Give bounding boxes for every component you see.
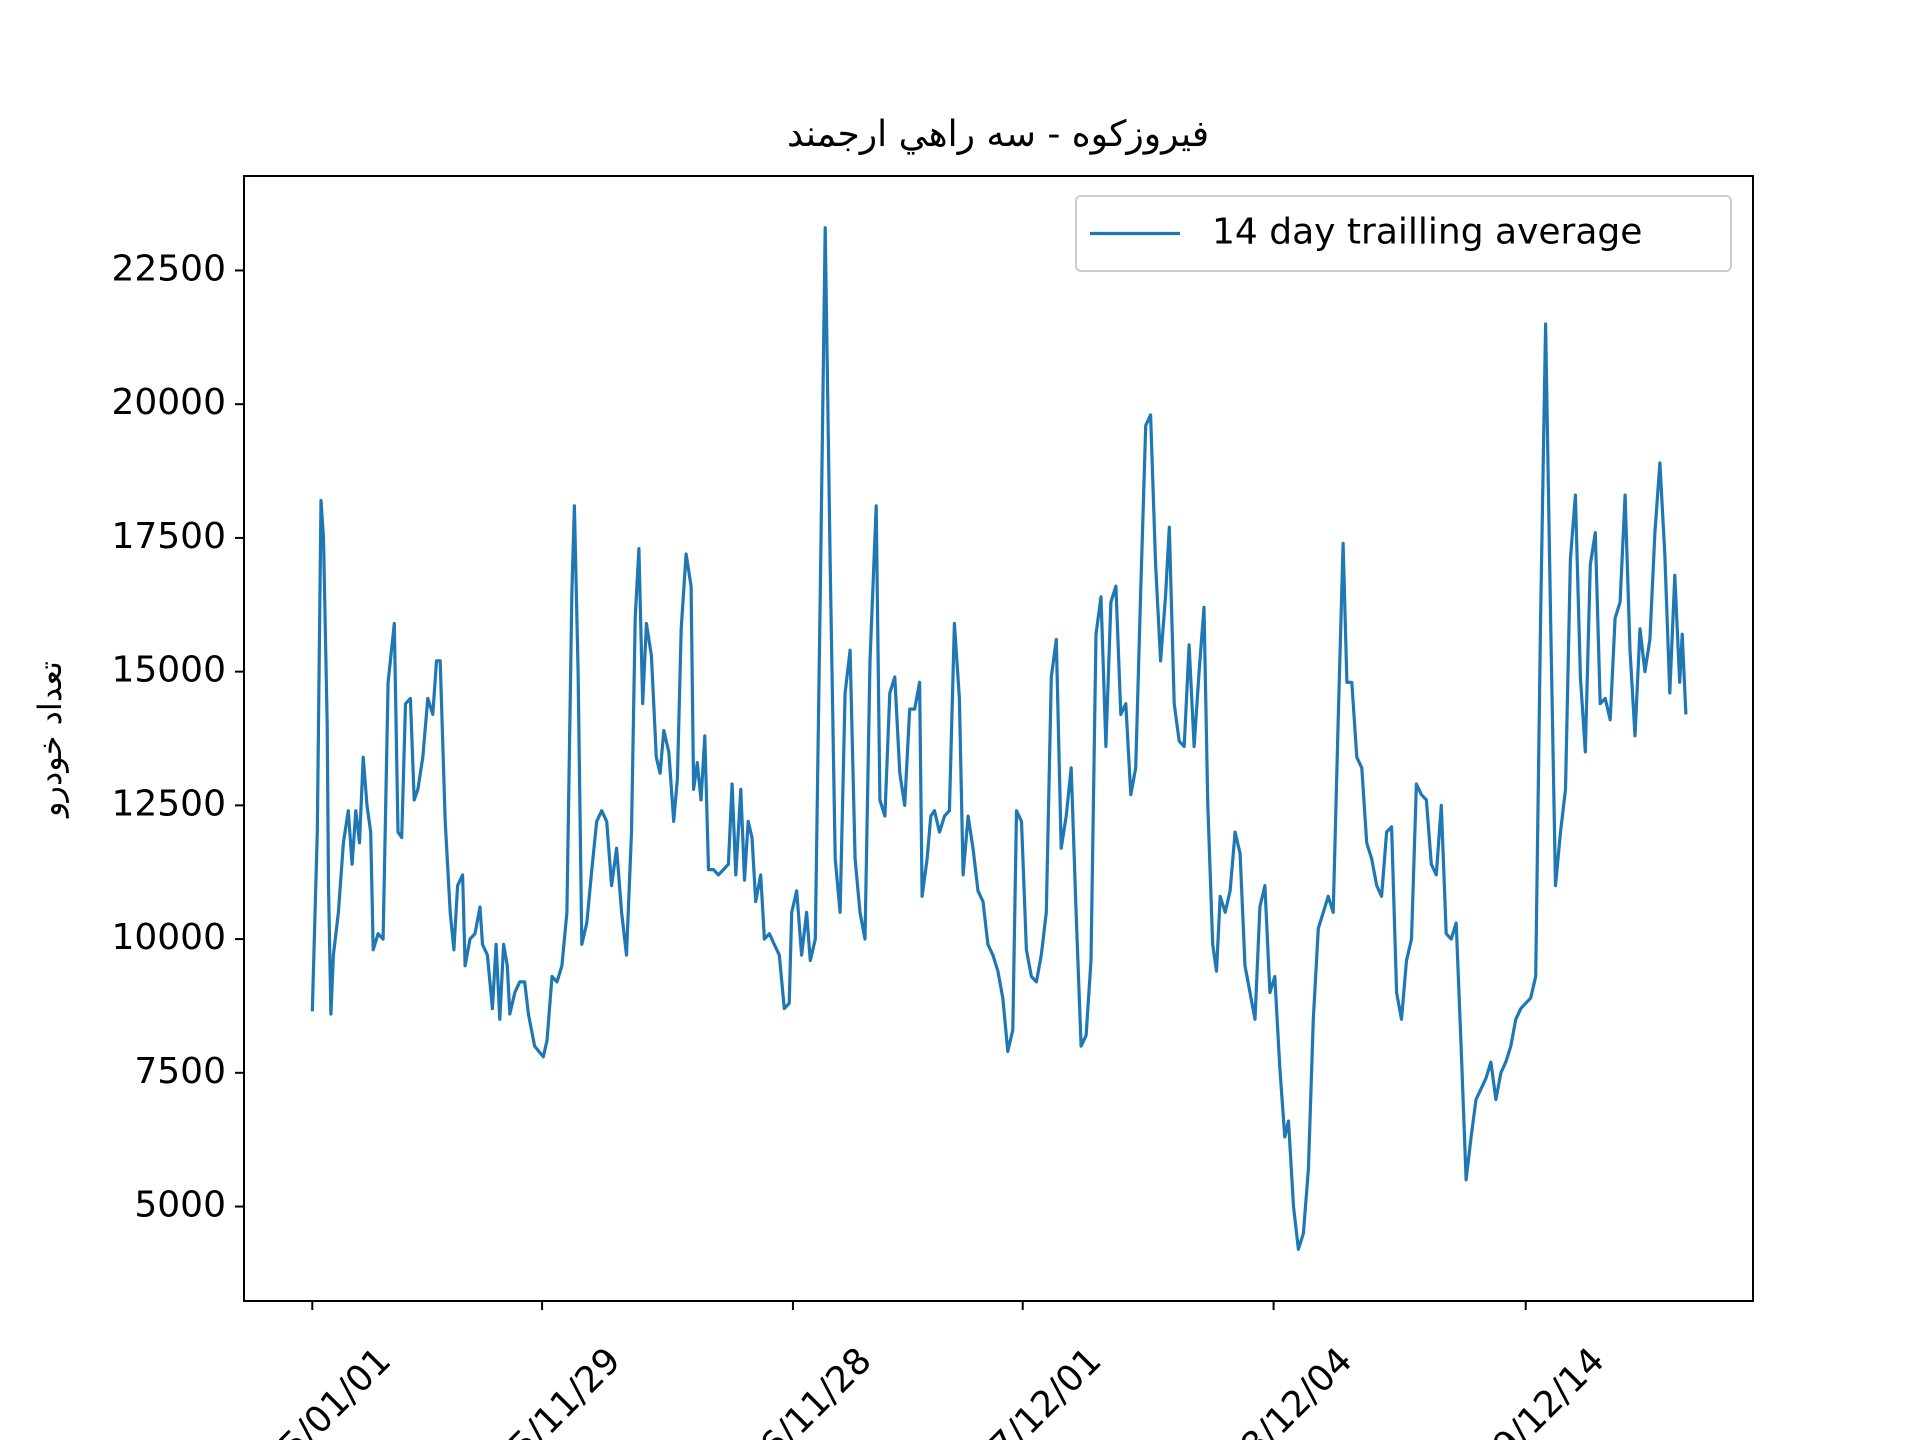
- y-tick-label: 15000: [111, 650, 226, 691]
- legend-label: 14 day trailling average: [1212, 212, 1642, 253]
- x-tick-label: 1399/12/14: [1437, 1340, 1613, 1440]
- x-tick-label: 1397/12/01: [934, 1340, 1110, 1440]
- x-tick-label: 1395/01/01: [223, 1340, 399, 1440]
- y-tick-label: 22500: [111, 248, 226, 289]
- data-line: [310, 226, 1688, 1251]
- x-tick-label: 1398/12/04: [1185, 1340, 1361, 1440]
- y-tick-label: 5000: [134, 1185, 226, 1226]
- plot-frame: [243, 175, 1754, 1302]
- y-tick-label: 10000: [111, 917, 226, 958]
- y-tick-label: 12500: [111, 783, 226, 824]
- y-tick-label: 17500: [111, 516, 226, 557]
- x-tick-label: 1396/11/28: [704, 1340, 880, 1440]
- x-tick-label: 1395/11/29: [453, 1340, 629, 1440]
- chart-title: فيروزكوه - سه راهي ارجمند: [787, 114, 1209, 155]
- y-axis-label: تعداد خودرو: [31, 661, 69, 819]
- y-tick-label: 20000: [111, 382, 226, 423]
- legend-box: [1075, 195, 1732, 272]
- y-tick-label: 7500: [134, 1051, 226, 1092]
